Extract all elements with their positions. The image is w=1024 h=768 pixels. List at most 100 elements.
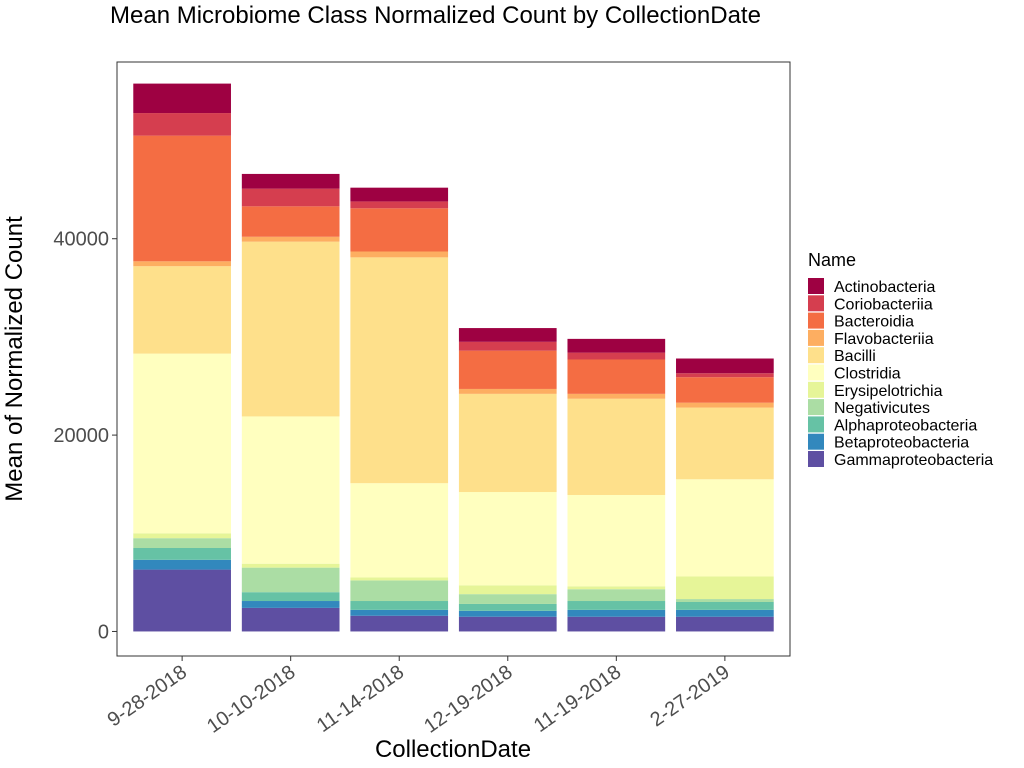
bar-erysipelotrichia-12-19-2018 — [458, 585, 557, 595]
bar-actinobacteria-11-14-2018 — [350, 187, 449, 202]
legend-label-bacteroidia: Bacteroidia — [834, 314, 914, 331]
legend-swatch-bacilli — [808, 347, 824, 364]
bar-clostridia-12-19-2018 — [458, 492, 557, 586]
bar-coriobacteriia-12-19-2018 — [458, 341, 557, 351]
bar-gammaproteobacteria-2-27-2019 — [676, 616, 774, 632]
bar-actinobacteria-2-27-2019 — [676, 358, 774, 374]
bar-actinobacteria-11-19-2018 — [567, 338, 666, 353]
bar-negativicutes-11-19-2018 — [567, 589, 666, 602]
legend-swatch-bacteroidia — [808, 312, 824, 329]
legend-swatch-flavobacteriia — [808, 329, 824, 346]
bar-actinobacteria-12-19-2018 — [458, 328, 557, 342]
bar-alphaproteobacteria-11-14-2018 — [350, 601, 449, 610]
bar-gammaproteobacteria-11-19-2018 — [567, 616, 666, 632]
bar-bacilli-11-19-2018 — [567, 398, 666, 495]
bar-coriobacteriia-10-10-2018 — [241, 188, 340, 207]
x-tick-label: 9-28-2018 — [104, 661, 191, 731]
legend-label-gammaproteobacteria: Gammaproteobacteria — [834, 452, 993, 469]
bar-negativicutes-10-10-2018 — [241, 567, 340, 593]
x-tick-label: 11-19-2018 — [530, 661, 625, 737]
bar-clostridia-11-19-2018 — [567, 494, 666, 587]
bar-gammaproteobacteria-12-19-2018 — [458, 616, 557, 632]
bar-negativicutes-11-14-2018 — [350, 580, 449, 602]
bar-erysipelotrichia-11-14-2018 — [350, 577, 449, 581]
y-tick-label: 40000 — [53, 229, 109, 251]
bar-bacilli-2-27-2019 — [676, 407, 774, 480]
bar-actinobacteria-9-28-2018 — [133, 83, 231, 114]
bar-bacteroidia-2-27-2019 — [676, 377, 774, 403]
bar-bacteroidia-9-28-2018 — [133, 135, 231, 262]
bar-bacilli-11-14-2018 — [350, 257, 449, 484]
bar-bacilli-9-28-2018 — [133, 266, 231, 354]
x-tick-label: 2-27-2019 — [646, 661, 733, 731]
bar-alphaproteobacteria-10-10-2018 — [241, 592, 340, 602]
legend-label-bacilli: Bacilli — [834, 348, 876, 365]
bar-betaproteobacteria-11-19-2018 — [567, 609, 666, 617]
bar-flavobacteriia-10-10-2018 — [241, 236, 340, 242]
y-tick-label: 0 — [98, 621, 109, 643]
bar-coriobacteriia-11-19-2018 — [567, 352, 666, 360]
legend-swatch-negativicutes — [808, 399, 824, 416]
bar-clostridia-11-14-2018 — [350, 483, 449, 578]
bar-flavobacteriia-11-14-2018 — [350, 251, 449, 258]
bar-flavobacteriia-12-19-2018 — [458, 388, 557, 394]
bar-erysipelotrichia-9-28-2018 — [133, 533, 231, 539]
bar-alphaproteobacteria-12-19-2018 — [458, 603, 557, 611]
x-axis: 9-28-2018 10-10-2018 11-14-2018 12-19-2018 1… — [104, 656, 734, 738]
bar-betaproteobacteria-11-14-2018 — [350, 609, 449, 616]
legend-swatch-gammaproteobacteria — [808, 451, 824, 467]
y-axis-title: Mean of Normalized Count — [1, 216, 28, 502]
bar-bacteroidia-11-19-2018 — [567, 359, 666, 394]
x-tick-label: 12-19-2018 — [420, 661, 516, 738]
bar-clostridia-2-27-2019 — [676, 479, 774, 577]
legend-swatch-erysipelotrichia — [808, 381, 824, 398]
chart-title: Mean Microbiome Class Normalized Count b… — [110, 2, 761, 29]
legend-label-betaproteobacteria: Betaproteobacteria — [834, 435, 969, 452]
bar-betaproteobacteria-2-27-2019 — [676, 609, 774, 617]
bar-gammaproteobacteria-11-14-2018 — [350, 615, 449, 632]
bar-gammaproteobacteria-10-10-2018 — [241, 607, 340, 632]
bar-clostridia-9-28-2018 — [133, 353, 231, 534]
bar-actinobacteria-10-10-2018 — [241, 173, 340, 189]
legend-swatch-betaproteobacteria — [808, 433, 824, 450]
bar-negativicutes-9-28-2018 — [133, 538, 231, 548]
bar-bacteroidia-11-14-2018 — [350, 208, 449, 252]
legend-label-alphaproteobacteria: Alphaproteobacteria — [834, 417, 977, 434]
bars-layer — [133, 83, 774, 632]
bar-coriobacteriia-9-28-2018 — [133, 113, 231, 136]
legend-swatch-clostridia — [808, 364, 824, 381]
bar-erysipelotrichia-11-19-2018 — [567, 586, 666, 590]
bar-coriobacteriia-11-14-2018 — [350, 201, 449, 209]
bar-bacilli-10-10-2018 — [241, 241, 340, 417]
y-tick-label: 20000 — [53, 425, 109, 447]
legend-label-clostridia: Clostridia — [834, 366, 901, 383]
bar-bacteroidia-10-10-2018 — [241, 206, 340, 237]
x-tick-label: 10-10-2018 — [203, 661, 299, 738]
legend-swatch-alphaproteobacteria — [808, 416, 824, 433]
legend-swatch-actinobacteria — [808, 278, 824, 294]
bar-alphaproteobacteria-11-19-2018 — [567, 601, 666, 610]
bar-betaproteobacteria-9-28-2018 — [133, 559, 231, 570]
plot-panel-border — [116, 61, 791, 657]
bar-flavobacteriia-2-27-2019 — [676, 402, 774, 408]
bar-gammaproteobacteria-9-28-2018 — [133, 569, 231, 632]
bar-betaproteobacteria-10-10-2018 — [241, 601, 340, 608]
legend-label-actinobacteria: Actinobacteria — [834, 279, 935, 296]
x-axis-title: CollectionDate — [375, 736, 531, 763]
bar-bacilli-12-19-2018 — [458, 393, 557, 493]
bar-alphaproteobacteria-9-28-2018 — [133, 548, 231, 560]
bar-alphaproteobacteria-2-27-2019 — [676, 602, 774, 610]
bar-bacteroidia-12-19-2018 — [458, 350, 557, 389]
bar-flavobacteriia-11-19-2018 — [567, 393, 666, 399]
legend-title: Name — [808, 250, 856, 270]
bar-negativicutes-12-19-2018 — [458, 594, 557, 604]
legend-swatch-coriobacteriia — [808, 295, 824, 312]
legend: Name ActinobacteriaCoriobacteriiaBactero… — [808, 250, 993, 469]
bar-negativicutes-2-27-2019 — [676, 599, 774, 602]
bar-betaproteobacteria-12-19-2018 — [458, 610, 557, 617]
legend-label-coriobacteriia: Coriobacteriia — [834, 296, 933, 313]
legend-label-flavobacteriia: Flavobacteriia — [834, 331, 934, 348]
bar-erysipelotrichia-10-10-2018 — [241, 563, 340, 568]
x-tick-label: 11-14-2018 — [313, 661, 408, 737]
